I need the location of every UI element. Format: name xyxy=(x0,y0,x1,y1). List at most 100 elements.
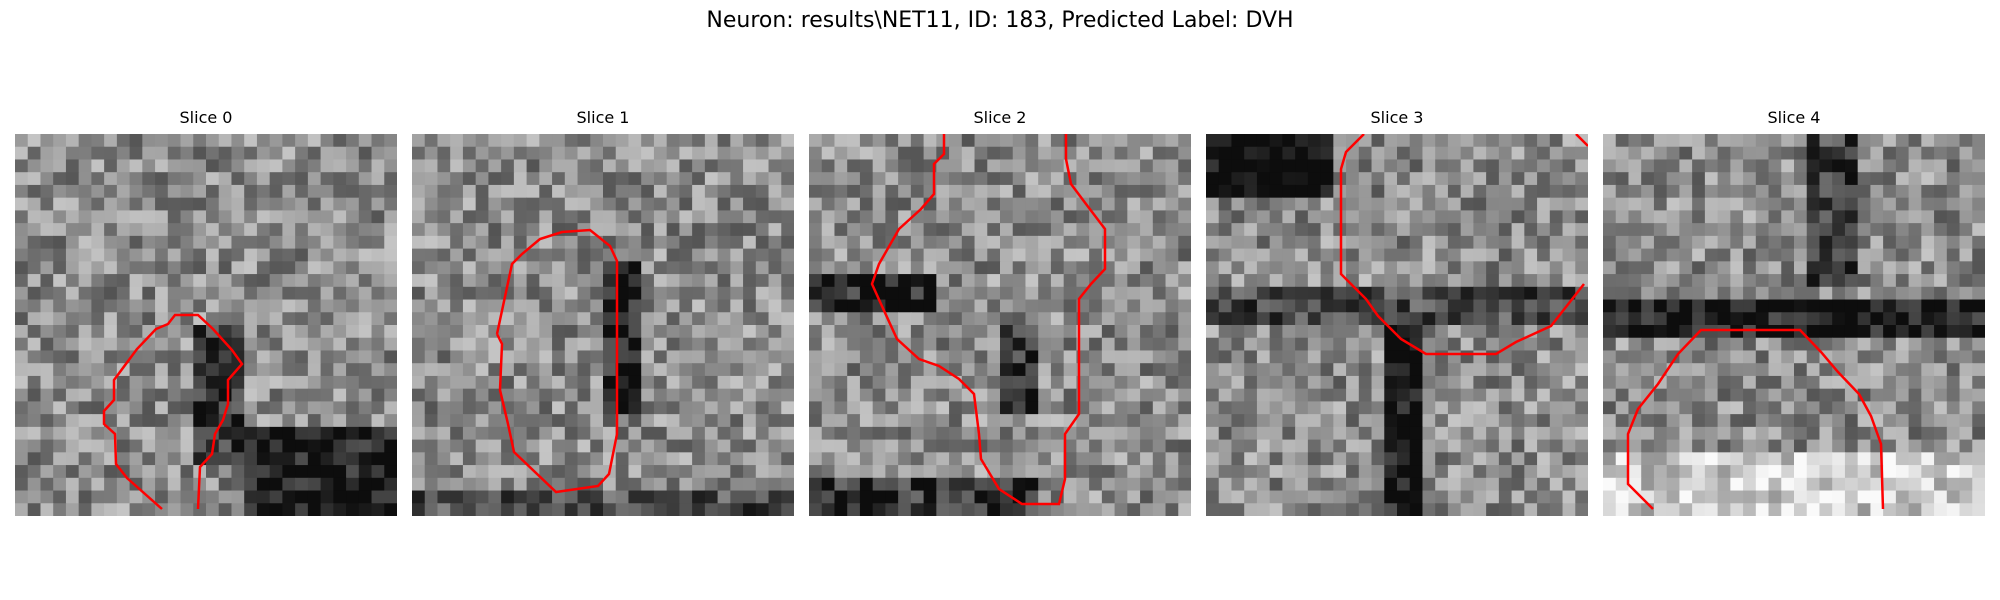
pixel xyxy=(923,274,937,288)
pixel xyxy=(513,439,528,453)
pixel xyxy=(1781,261,1795,275)
pixel xyxy=(1152,452,1167,466)
pixel xyxy=(167,261,182,275)
pixel xyxy=(437,325,451,339)
pixel xyxy=(1076,159,1090,173)
pixel xyxy=(1307,439,1322,453)
pixel xyxy=(539,490,553,504)
pixel xyxy=(155,235,169,250)
pixel xyxy=(1244,325,1258,339)
pixel xyxy=(333,477,347,492)
pixel xyxy=(679,261,693,275)
pixel xyxy=(358,146,373,160)
pixel xyxy=(1244,159,1258,173)
pixel xyxy=(552,439,566,453)
pixel xyxy=(923,363,937,377)
pixel xyxy=(1460,197,1474,211)
pixel xyxy=(1473,134,1487,148)
pixel xyxy=(1806,134,1820,148)
pixel xyxy=(256,426,271,441)
pixel xyxy=(1397,274,1411,288)
pixel xyxy=(1346,414,1360,428)
pixel xyxy=(1012,248,1026,262)
pixel xyxy=(821,350,835,364)
pixel xyxy=(1256,426,1271,441)
pixel xyxy=(1628,375,1642,390)
pixel xyxy=(1679,401,1693,415)
pixel xyxy=(1371,223,1385,237)
pixel xyxy=(1486,465,1500,479)
pixel xyxy=(437,146,451,160)
pixel xyxy=(1358,146,1373,160)
pixel xyxy=(809,401,823,415)
pixel xyxy=(282,477,296,492)
pixel xyxy=(269,414,283,428)
pixel xyxy=(333,210,347,224)
pixel xyxy=(1422,503,1436,516)
pixel xyxy=(730,414,744,428)
pixel xyxy=(1806,414,1820,428)
pixel xyxy=(1562,159,1576,173)
pixel xyxy=(488,248,502,262)
pixel xyxy=(1653,439,1668,453)
pixel xyxy=(1447,401,1462,415)
pixel xyxy=(1806,503,1820,516)
pixel xyxy=(1653,414,1668,428)
pixel xyxy=(1282,337,1296,351)
pixel xyxy=(1524,184,1538,199)
pixel xyxy=(898,248,912,262)
pixel xyxy=(1857,274,1871,288)
pixel xyxy=(755,490,770,504)
pixel xyxy=(475,172,489,186)
pixel xyxy=(987,426,1001,441)
pixel xyxy=(653,388,668,402)
pixel xyxy=(1562,223,1576,237)
pixel xyxy=(1206,274,1220,288)
pixel xyxy=(641,363,655,377)
pixel xyxy=(768,146,782,160)
pixel xyxy=(437,426,451,441)
pixel xyxy=(1460,363,1474,377)
pixel xyxy=(577,197,591,211)
pixel xyxy=(116,172,131,186)
pixel xyxy=(371,363,385,377)
pixel xyxy=(1320,274,1334,288)
pixel xyxy=(501,337,515,351)
pixel xyxy=(1870,184,1884,199)
pixel xyxy=(577,134,591,148)
pixel xyxy=(961,261,976,275)
pixel xyxy=(1575,248,1588,262)
pixel xyxy=(1743,210,1757,224)
pixel xyxy=(1409,388,1423,402)
pixel xyxy=(450,299,464,313)
pixel xyxy=(155,465,169,479)
pixel xyxy=(412,146,426,160)
pixel xyxy=(564,350,579,364)
pixel xyxy=(1844,337,1859,351)
pixel xyxy=(1743,172,1757,186)
pixel xyxy=(834,503,848,516)
pixel xyxy=(1832,312,1846,326)
pixel xyxy=(552,414,566,428)
pixel xyxy=(679,223,693,237)
pixel xyxy=(193,490,207,504)
pixel xyxy=(1409,426,1423,441)
pixel xyxy=(1934,414,1948,428)
pixel xyxy=(704,159,719,173)
pixel xyxy=(40,299,54,313)
pixel xyxy=(653,375,668,390)
pixel xyxy=(564,134,579,148)
pixel xyxy=(307,363,322,377)
pixel xyxy=(1959,134,1973,148)
pixel xyxy=(295,363,309,377)
pixel xyxy=(358,210,373,224)
pixel xyxy=(129,274,143,288)
pixel xyxy=(412,184,426,199)
pixel xyxy=(898,363,912,377)
pixel xyxy=(526,172,540,186)
pixel xyxy=(1794,312,1808,326)
pixel xyxy=(116,439,131,453)
pixel xyxy=(809,210,823,224)
pixel xyxy=(666,503,680,516)
pixel xyxy=(78,465,92,479)
